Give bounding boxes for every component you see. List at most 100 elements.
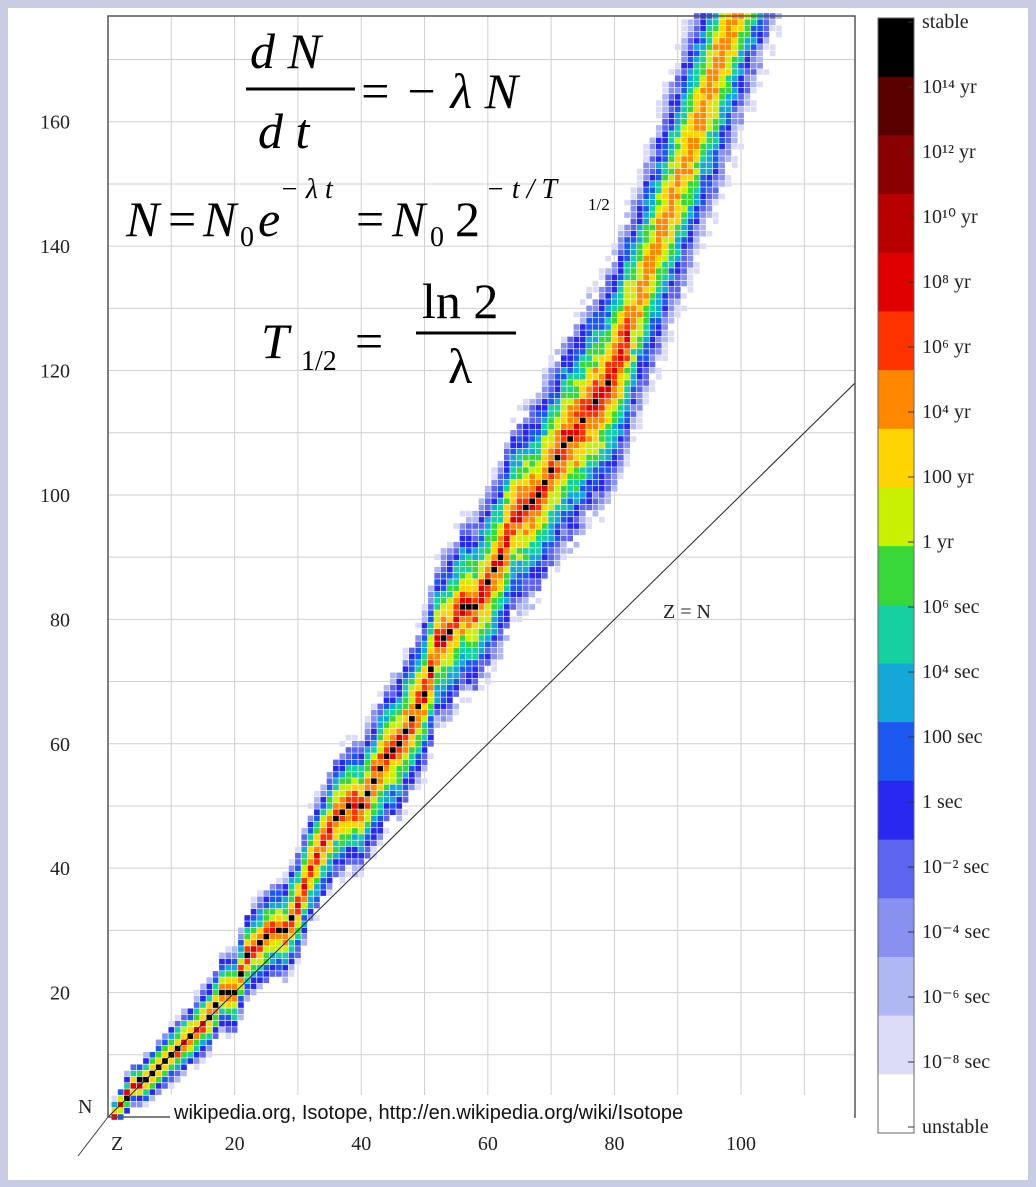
nuclide-cell [719, 38, 725, 44]
z-equals-n-label: Z = N [663, 601, 711, 623]
nuclide-cell [503, 448, 510, 455]
nuclide-cell [548, 560, 554, 567]
nuclide-cell [573, 492, 580, 498]
nuclide-cell [390, 796, 396, 803]
nuclide-cell [383, 796, 390, 803]
nuclide-cell [453, 591, 460, 598]
nuclide-cell [554, 417, 561, 424]
eq3-sub: 1/2 [301, 346, 337, 377]
nuclide-cell [288, 915, 295, 921]
nuclide-cell [541, 548, 548, 554]
nuclide-cell [434, 566, 441, 573]
nuclide-cell [250, 958, 257, 965]
nuclide-cell [263, 896, 270, 903]
nuclide-cell [636, 336, 643, 343]
nuclide-cell [371, 753, 377, 760]
nuclide-cell [459, 678, 466, 685]
nuclide-cell [478, 529, 485, 536]
nuclide-cell [586, 293, 592, 299]
nuclide-cell [339, 772, 346, 778]
nuclide-cell [579, 448, 586, 455]
eq3-t: T [261, 313, 292, 369]
nuclide-cell [560, 342, 567, 349]
nuclide-cell [402, 678, 409, 685]
nuclide-cell [649, 168, 656, 175]
nuclide-cell [326, 852, 333, 859]
nuclide-cell [472, 510, 479, 517]
nuclide-cell [434, 591, 441, 598]
nuclide-cell [200, 1039, 206, 1046]
nuclide-cell [263, 933, 270, 940]
nuclide-cell [630, 386, 637, 393]
nuclide-cell [174, 1014, 181, 1021]
nuclide-cell [187, 1020, 194, 1027]
nuclide-cell [371, 846, 377, 853]
nuclide-cell [719, 168, 725, 175]
nuclide-cell [750, 50, 757, 57]
nuclide-cell [567, 442, 573, 449]
nuclide-cell [225, 1027, 232, 1033]
nuclide-cell [314, 846, 320, 853]
nuclide-cell [624, 454, 630, 461]
nuclide-cell [295, 852, 301, 859]
nuclide-cell [712, 218, 719, 225]
nuclide-cell [339, 759, 346, 766]
nuclide-cell [617, 373, 624, 380]
nuclide-cell [738, 19, 744, 26]
nuclide-cell [428, 591, 434, 598]
nuclide-cell [624, 342, 630, 349]
nuclide-cell [567, 398, 573, 405]
nuclide-cell [326, 815, 333, 822]
nuclide-cell [206, 1020, 213, 1027]
nuclide-cell [586, 485, 592, 492]
nuclide-cell [643, 162, 649, 169]
nuclide-cell [497, 529, 504, 536]
nuclide-cell [472, 666, 479, 672]
nuclide-cell [706, 125, 713, 131]
nuclide-cell [446, 716, 453, 722]
nuclide-cell [681, 305, 687, 312]
nuclide-cell [725, 75, 732, 82]
nuclide-cell [288, 871, 295, 878]
nuclide-cell [605, 473, 611, 480]
nuclide-cell [503, 523, 510, 529]
nuclide-cell [700, 150, 706, 156]
nuclide-cell [263, 921, 270, 927]
nuclide-cell [674, 206, 681, 212]
nuclide-cell [554, 517, 561, 523]
nuclide-cell [522, 510, 529, 517]
nuclide-cell [314, 821, 320, 828]
nuclide-cell [611, 286, 618, 293]
nuclide-cell [440, 697, 447, 704]
nuclide-cell [738, 125, 744, 131]
nuclide-cell [712, 44, 719, 50]
nuclide-cell [522, 467, 529, 473]
nuclide-cell [193, 1064, 200, 1071]
nuclide-cell [693, 75, 700, 82]
nuclide-cell [257, 890, 263, 896]
nuclide-cell [725, 156, 732, 162]
nuclide-cell [744, 81, 751, 88]
nuclide-cell [567, 373, 573, 380]
nuclide-cell [497, 467, 504, 473]
nuclide-cell [535, 529, 542, 536]
nuclide-cell [554, 411, 561, 417]
nuclide-cell [200, 1033, 206, 1039]
nuclide-cell [643, 206, 649, 212]
nuclide-cell [731, 75, 738, 82]
nuclide-cell [579, 336, 586, 343]
nuclide-cell [307, 815, 314, 822]
nuclide-cell [586, 498, 592, 504]
nuclide-cell [725, 25, 732, 32]
nuclide-cell [484, 647, 491, 654]
nuclide-cell [548, 523, 554, 529]
nuclide-cell [238, 989, 244, 996]
nuclide-cell [472, 684, 479, 691]
nuclide-cell [662, 218, 668, 225]
nuclide-cell [478, 629, 485, 635]
nuclide-cell [693, 69, 700, 75]
nuclide-cell [630, 349, 637, 355]
nuclide-cell [687, 112, 694, 119]
nuclide-cell [124, 1101, 130, 1108]
nuclide-cell [478, 523, 485, 529]
